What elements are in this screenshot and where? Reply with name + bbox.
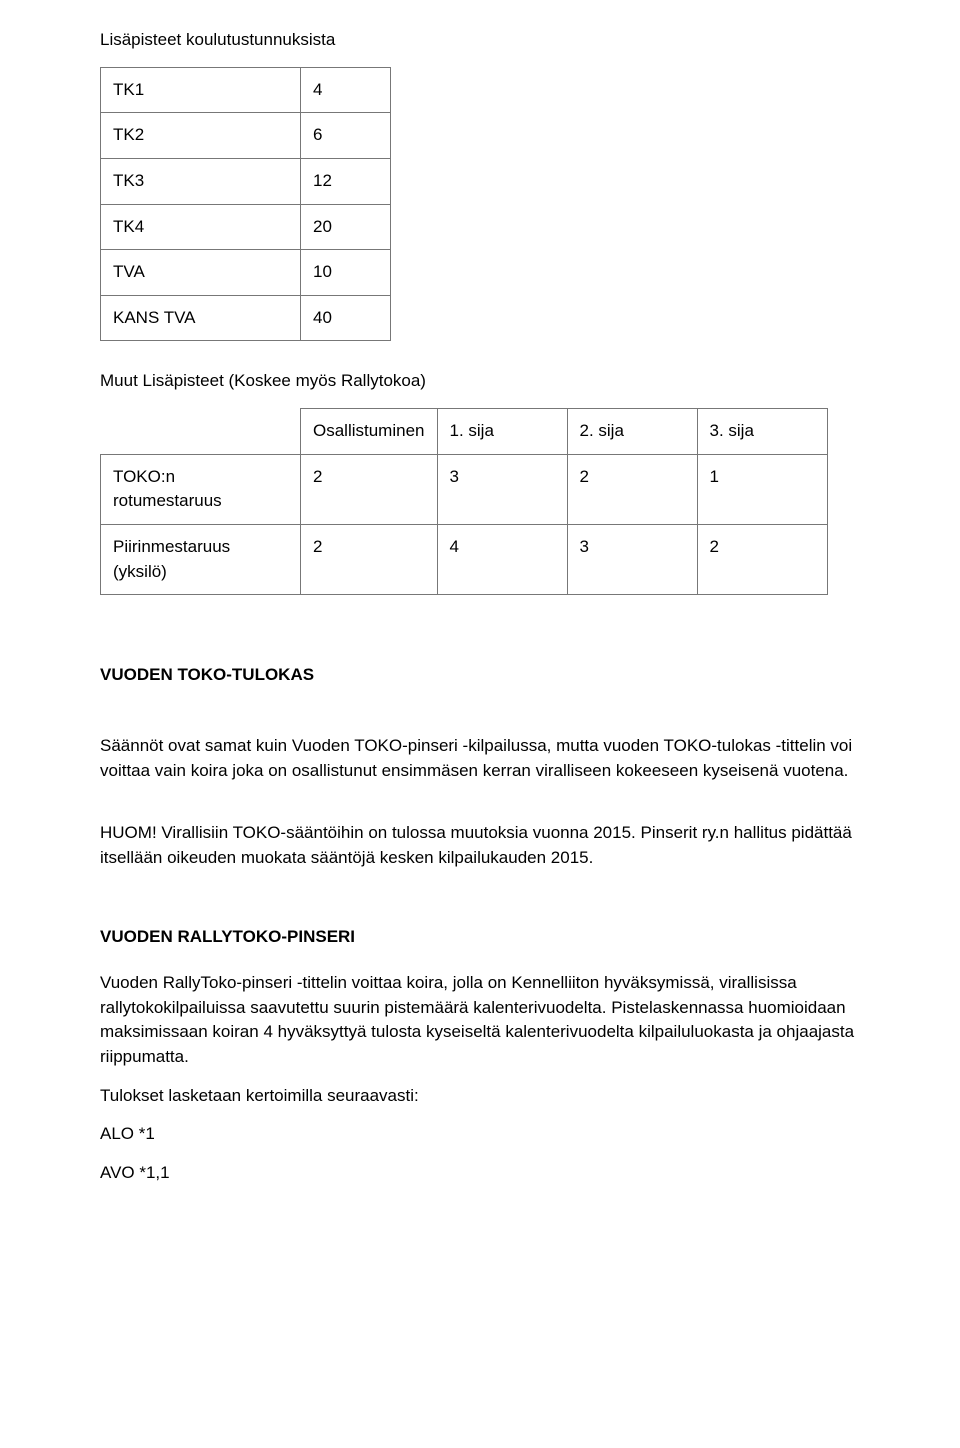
row-label: TK1	[101, 67, 301, 113]
points-table: TK1 4 TK2 6 TK3 12 TK4 20 TVA 10 KANS TV…	[100, 67, 391, 342]
cell: 2	[301, 454, 438, 524]
tulokas-paragraph-1: Säännöt ovat samat kuin Vuoden TOKO-pins…	[100, 734, 880, 783]
row-label: TOKO:n rotumestaruus	[101, 454, 301, 524]
cell: 3	[567, 525, 697, 595]
table-row: TOKO:n rotumestaruus 2 3 2 1	[101, 454, 828, 524]
cell: 2	[697, 525, 827, 595]
col-header: 3. sija	[697, 409, 827, 455]
rally-alo: ALO *1	[100, 1122, 880, 1147]
spacer	[100, 885, 880, 925]
col-header: 1. sija	[437, 409, 567, 455]
table-row: Piirinmestaruus (yksilö) 2 4 3 2	[101, 525, 828, 595]
row-value: 4	[301, 67, 391, 113]
col-header: Osallistuminen	[301, 409, 438, 455]
col-header: 2. sija	[567, 409, 697, 455]
table-row: TK2 6	[101, 113, 391, 159]
empty-corner-cell	[101, 409, 301, 455]
cell: 2	[567, 454, 697, 524]
rally-paragraph-2: Tulokset lasketaan kertoimilla seuraavas…	[100, 1084, 880, 1109]
row-value: 12	[301, 158, 391, 204]
row-label: TK2	[101, 113, 301, 159]
spacer	[100, 797, 880, 821]
cell: 1	[697, 454, 827, 524]
tulokas-paragraph-2: HUOM! Virallisiin TOKO-sääntöihin on tul…	[100, 821, 880, 870]
row-label: TK3	[101, 158, 301, 204]
rally-paragraph-1: Vuoden RallyToko-pinseri -tittelin voitt…	[100, 971, 880, 1070]
row-label: TVA	[101, 250, 301, 296]
table-row: KANS TVA 40	[101, 295, 391, 341]
section2-title: Muut Lisäpisteet (Koskee myös Rallytokoa…	[100, 369, 880, 394]
section1-title: Lisäpisteet koulutustunnuksista	[100, 28, 880, 53]
document-page: Lisäpisteet koulutustunnuksista TK1 4 TK…	[0, 0, 960, 1240]
row-value: 6	[301, 113, 391, 159]
row-value: 20	[301, 204, 391, 250]
row-label: TK4	[101, 204, 301, 250]
row-value: 40	[301, 295, 391, 341]
rally-avo: AVO *1,1	[100, 1161, 880, 1186]
cell: 3	[437, 454, 567, 524]
table-header-row: Osallistuminen 1. sija 2. sija 3. sija	[101, 409, 828, 455]
row-label: KANS TVA	[101, 295, 301, 341]
table-row: TK4 20	[101, 204, 391, 250]
spacer	[100, 710, 880, 734]
cell: 4	[437, 525, 567, 595]
table-row: TVA 10	[101, 250, 391, 296]
extra-points-table: Osallistuminen 1. sija 2. sija 3. sija T…	[100, 408, 828, 595]
table-row: TK3 12	[101, 158, 391, 204]
spacer	[100, 623, 880, 663]
rally-title: VUODEN RALLYTOKO-PINSERI	[100, 925, 880, 950]
table-row: TK1 4	[101, 67, 391, 113]
cell: 2	[301, 525, 438, 595]
tulokas-title: VUODEN TOKO-TULOKAS	[100, 663, 880, 688]
row-value: 10	[301, 250, 391, 296]
row-label: Piirinmestaruus (yksilö)	[101, 525, 301, 595]
